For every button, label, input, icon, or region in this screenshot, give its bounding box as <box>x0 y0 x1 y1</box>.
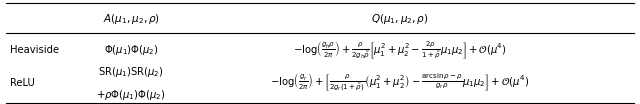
Text: ReLU: ReLU <box>10 78 35 88</box>
Text: $-\log\!\left(\frac{g_r}{2\pi}\right) + \left[\frac{\rho}{2g_r(1+\tilde{\rho})}\: $-\log\!\left(\frac{g_r}{2\pi}\right) + … <box>271 72 529 94</box>
Text: Heaviside: Heaviside <box>10 45 59 55</box>
Text: $\mathrm{SR}(\mu_1)\mathrm{SR}(\mu_2)$: $\mathrm{SR}(\mu_1)\mathrm{SR}(\mu_2)$ <box>99 65 164 79</box>
Text: $+ \rho\Phi(\mu_1)\Phi(\mu_2)$: $+ \rho\Phi(\mu_1)\Phi(\mu_2)$ <box>97 88 166 102</box>
Text: $A(\mu_1, \mu_2, \rho)$: $A(\mu_1, \mu_2, \rho)$ <box>102 12 160 26</box>
Text: $\Phi(\mu_1)\Phi(\mu_2)$: $\Phi(\mu_1)\Phi(\mu_2)$ <box>104 43 159 57</box>
Text: $Q(\mu_1, \mu_2, \rho)$: $Q(\mu_1, \mu_2, \rho)$ <box>371 12 429 26</box>
Text: $-\log\!\left(\frac{g_h\rho}{2\pi}\right) + \frac{\rho}{2g_h\tilde{\rho}}\left[\: $-\log\!\left(\frac{g_h\rho}{2\pi}\right… <box>293 39 507 61</box>
